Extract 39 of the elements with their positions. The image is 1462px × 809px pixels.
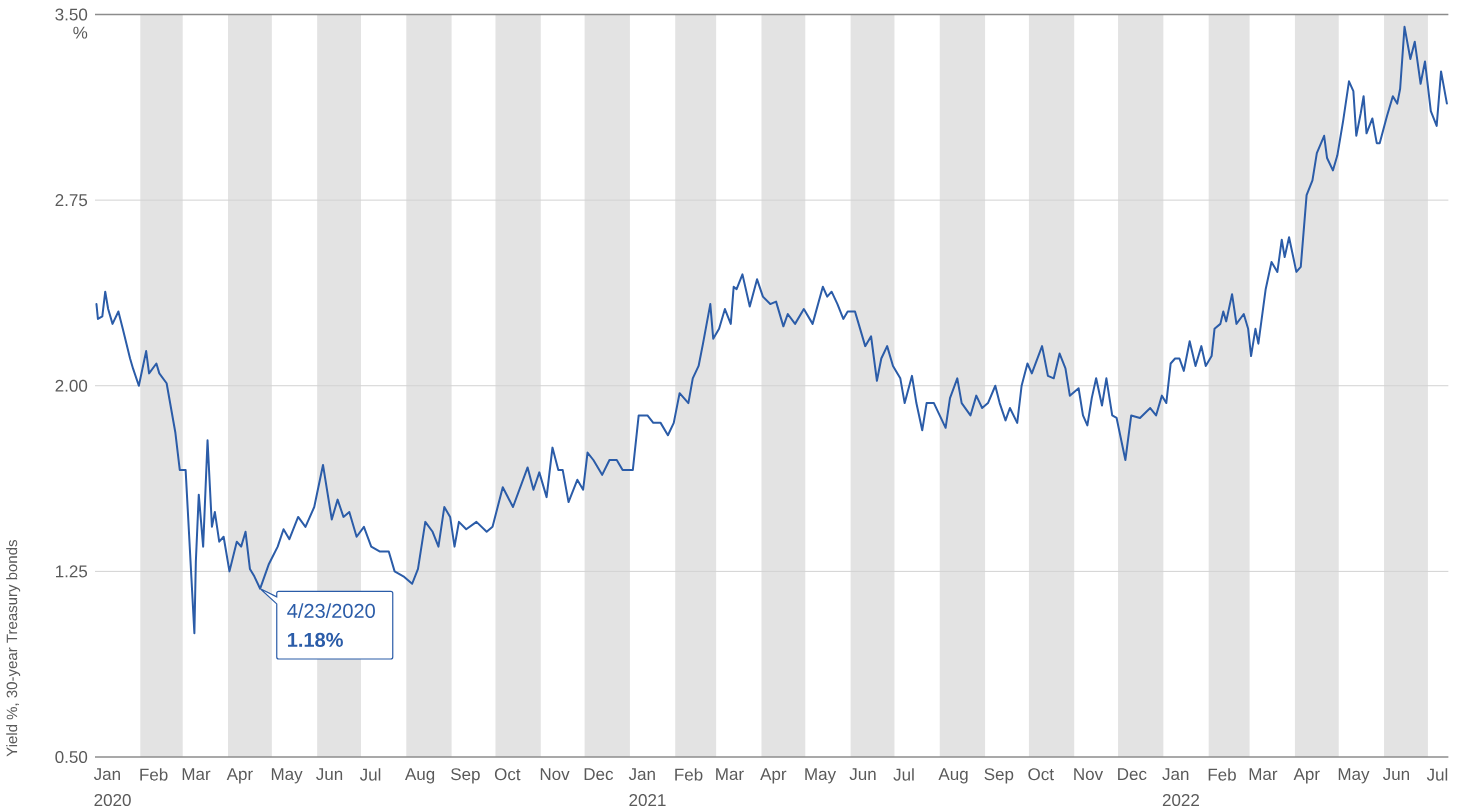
- x-tick-label: Jul: [893, 768, 914, 781]
- x-tick-label: Apr: [760, 768, 787, 784]
- x-tick-label: Jul: [359, 768, 381, 781]
- x-tick-label: Dec: [584, 768, 614, 781]
- x-tick-label: Sep: [984, 768, 1014, 784]
- x-tick-label: Mar: [1249, 768, 1278, 781]
- y-tick-label: 0.50: [55, 750, 88, 764]
- y-tick-label: 1.25: [56, 565, 88, 578]
- annotation: 4/23/2020 1.18%: [287, 603, 375, 647]
- x-tick-label: May: [805, 768, 837, 784]
- y-tick-label: 3.50: [55, 8, 88, 21]
- x-tick-label: Mar: [182, 768, 211, 781]
- x-tick-label: Feb: [140, 768, 168, 781]
- x-tick-label: Jan 2021: [628, 768, 666, 807]
- x-tick-label: Nov: [1074, 768, 1104, 781]
- y-axis-title: Yield %, 30-year Treasury bonds: [6, 540, 21, 757]
- x-tick-label: Apr: [226, 768, 253, 784]
- x-tick-label: Mar: [716, 768, 744, 781]
- x-tick-label: Jan 2022: [1162, 768, 1199, 807]
- y-tick-label: 2.75: [55, 194, 88, 207]
- x-tick-label: Jun: [316, 768, 343, 781]
- x-tick-label: Jul: [1426, 768, 1448, 781]
- text: %: [73, 26, 88, 39]
- x-tick-label: May: [1338, 768, 1370, 784]
- x-tick-label: Jan 2020: [93, 768, 131, 807]
- x-tick-label: Jun: [849, 768, 876, 781]
- x-tick-label: Oct: [494, 768, 521, 781]
- y-tick-label: 2.00: [55, 379, 88, 392]
- x-tick-label: Dec: [1118, 768, 1147, 781]
- x-tick-label: Feb: [1208, 768, 1236, 781]
- x-tick-label: Aug: [404, 768, 435, 784]
- x-tick-label: May: [271, 768, 303, 784]
- x-tick-label: Oct: [1028, 768, 1054, 781]
- x-tick-label: Feb: [675, 768, 703, 781]
- x-tick-label: Aug: [938, 768, 968, 784]
- x-tick-label: Jun: [1382, 768, 1410, 781]
- x-tick-label: Sep: [451, 768, 480, 784]
- x-tick-label: Apr: [1293, 768, 1320, 784]
- x-tick-label: Nov: [540, 768, 570, 781]
